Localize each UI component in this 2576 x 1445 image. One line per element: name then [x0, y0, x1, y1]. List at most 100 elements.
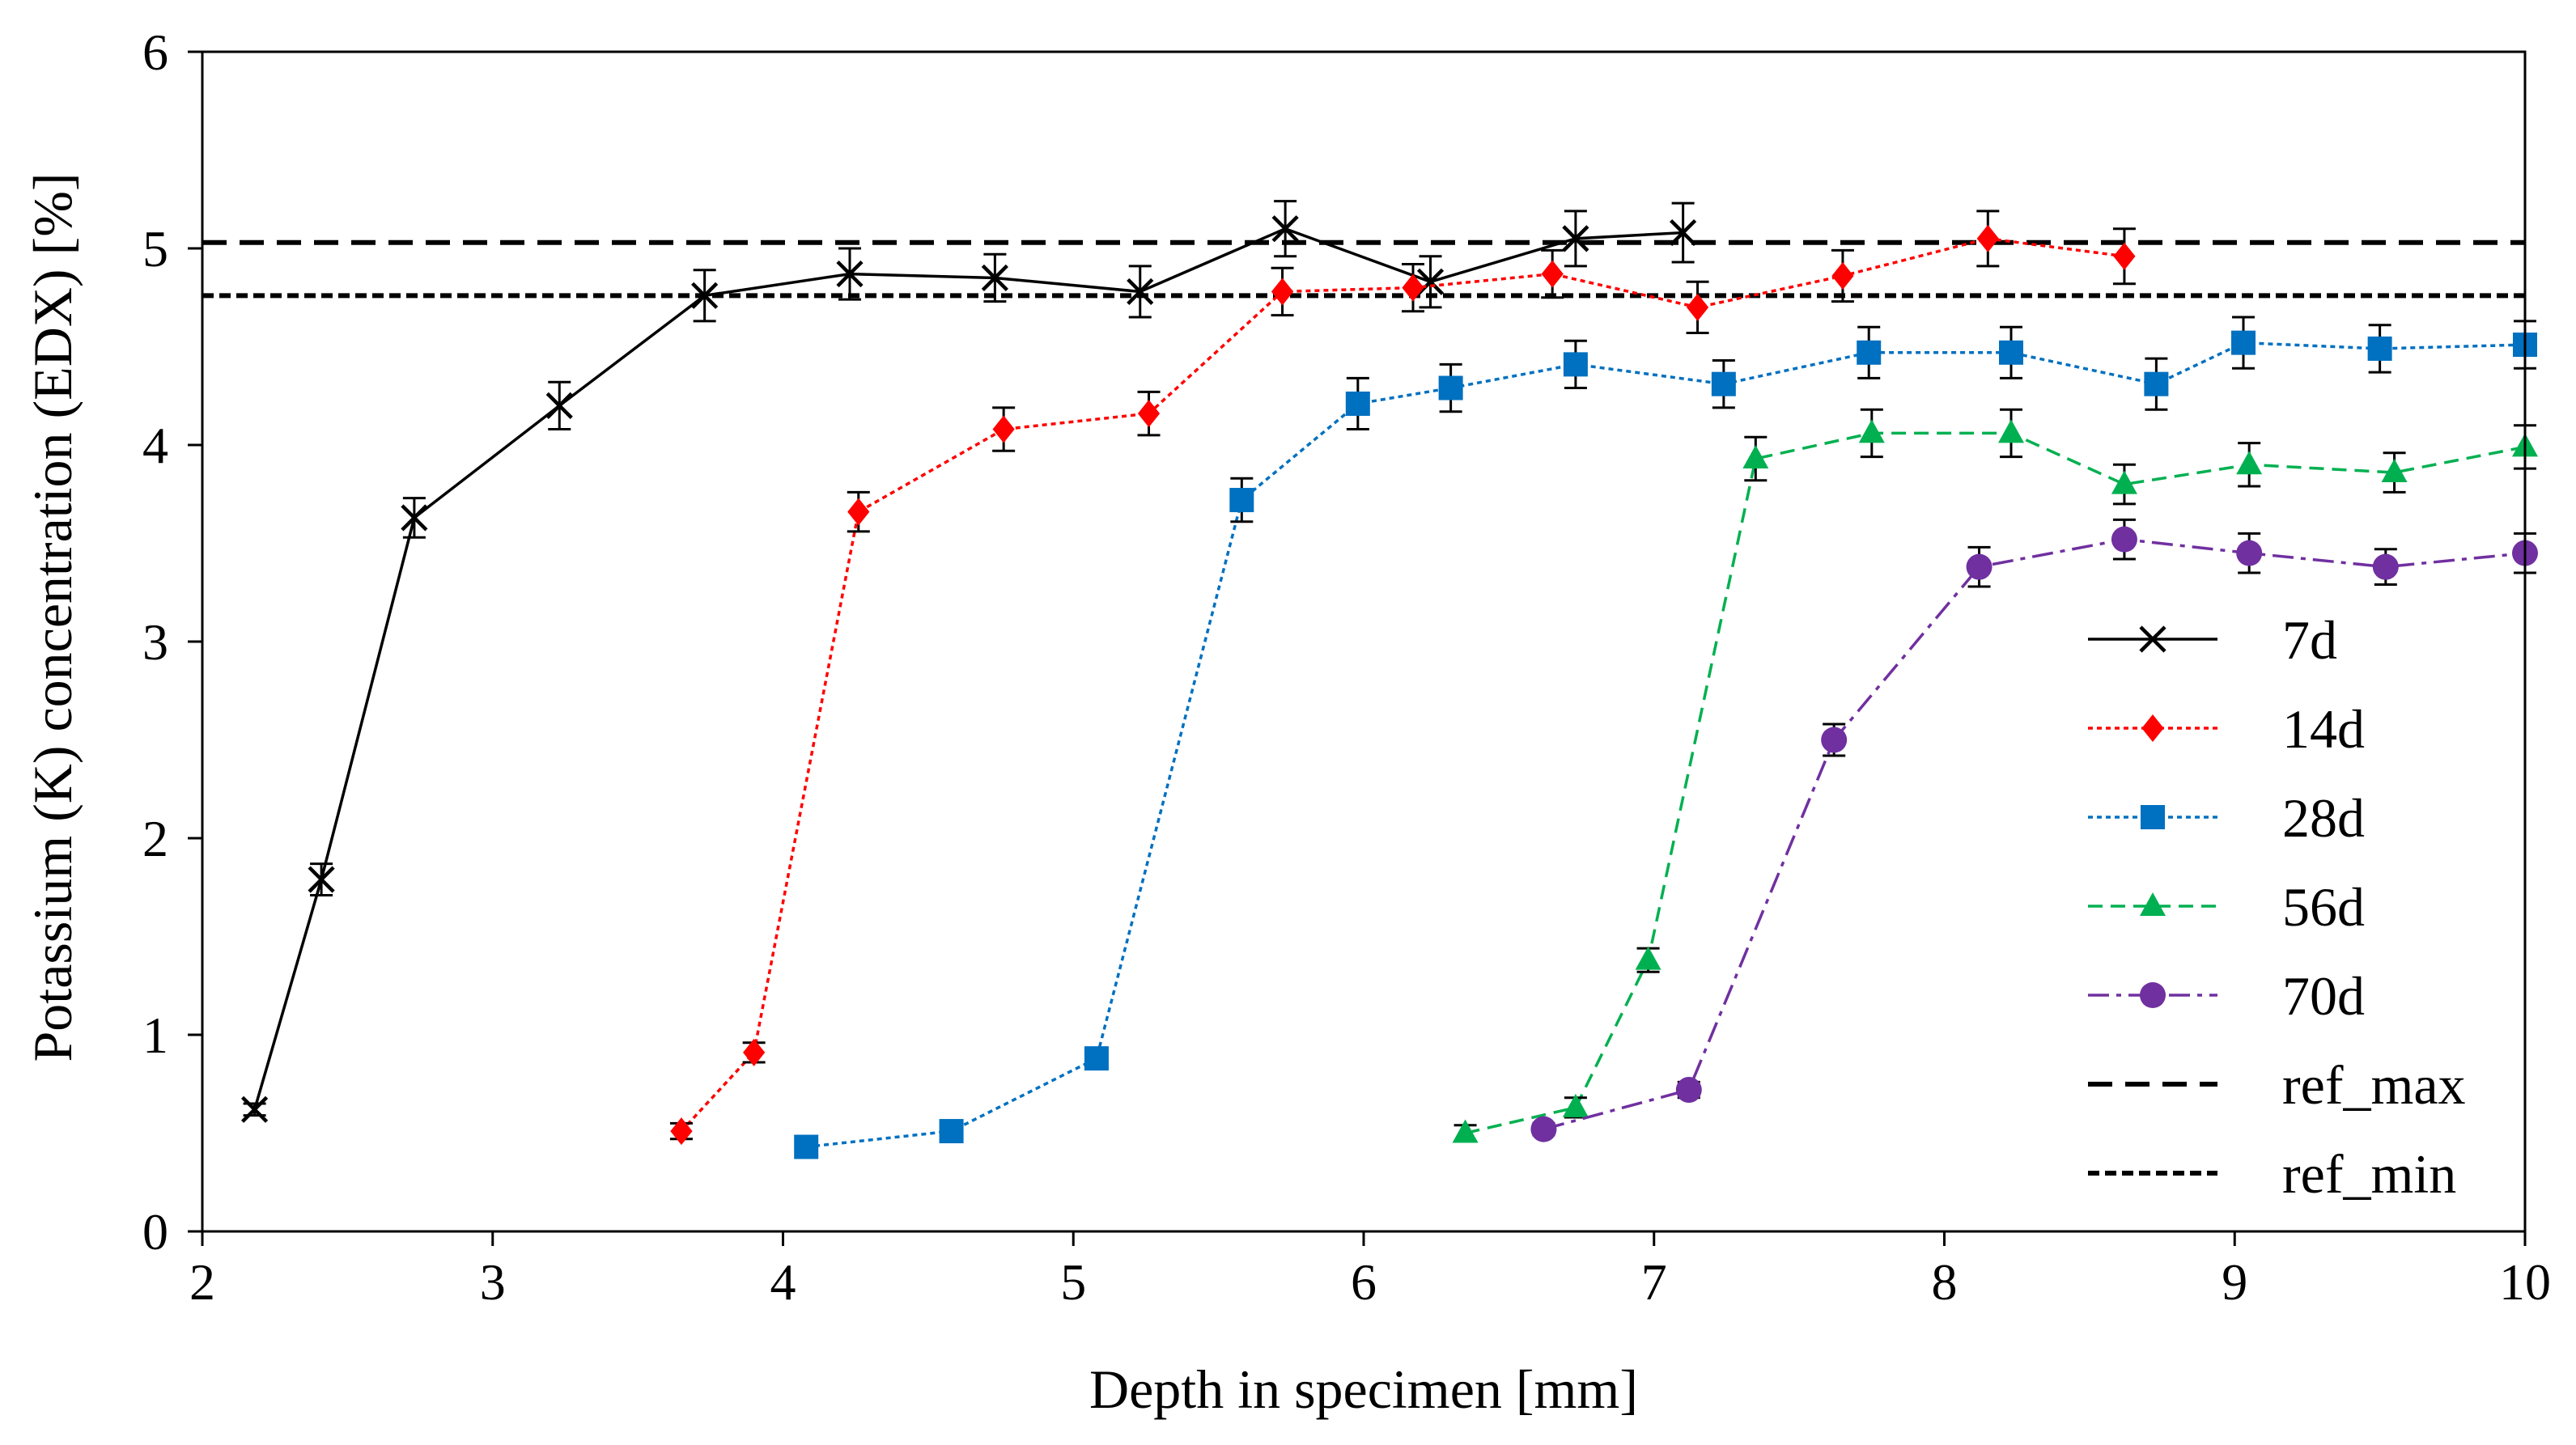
legend-item-28d: 28d	[2088, 787, 2365, 849]
data-point-14d-8	[1686, 293, 1709, 321]
x-tick-label-9: 9	[2222, 1253, 2247, 1311]
series-line-70d	[1543, 537, 2526, 1131]
data-point-7d-11	[1670, 218, 1697, 247]
data-point-7d-3	[545, 392, 573, 419]
x-tick-label-3: 3	[480, 1253, 506, 1311]
series-line-7d	[253, 227, 1683, 1110]
legend-marker-7d-stroke-b	[2139, 625, 2166, 653]
legend-label-ref-max: ref_max	[2282, 1054, 2466, 1116]
legend-item-14d: 14d	[2088, 698, 2365, 760]
data-point-28d-6	[1563, 352, 1588, 377]
y-axis-title: Potassium (K) concentration (EDX) [%]	[22, 172, 83, 1062]
legend-item-56d: 56d	[2088, 876, 2365, 938]
data-point-7d-1	[308, 866, 335, 893]
legend-label-56d: 56d	[2282, 876, 2365, 938]
data-point-7d-6-stroke-b	[981, 264, 1008, 292]
data-point-7d-0-stroke-b	[240, 1095, 269, 1123]
y-tick-label-4: 4	[142, 417, 168, 474]
legend-marker-7d	[2139, 625, 2166, 653]
data-point-7d-4-stroke-b	[691, 282, 719, 309]
data-point-56d-2	[1635, 946, 1661, 970]
data-point-14d-9	[1831, 262, 1854, 290]
data-point-70d-4	[2111, 526, 2137, 553]
data-point-14d-10	[1976, 224, 1999, 252]
legend-marker-28d	[2141, 805, 2165, 829]
data-point-28d-11	[2231, 330, 2256, 355]
y-tick-label-0: 0	[142, 1203, 168, 1261]
data-point-14d-7	[1541, 260, 1564, 288]
data-point-14d-0	[670, 1117, 693, 1146]
legend-item-70d: 70d	[2088, 965, 2365, 1027]
data-point-28d-10	[2144, 371, 2169, 396]
data-point-7d-1-stroke-b	[308, 866, 335, 893]
data-point-70d-2	[1821, 727, 1848, 753]
data-point-7d-10-stroke-b	[1562, 225, 1589, 252]
series-28d	[794, 316, 2537, 1159]
legend-label-14d: 14d	[2282, 698, 2365, 760]
legend-label-7d: 7d	[2282, 609, 2337, 671]
data-point-14d-4	[1137, 400, 1161, 428]
data-point-7d-7-stroke-b	[1127, 278, 1154, 306]
legend-item-ref-min: ref_min	[2088, 1143, 2456, 1205]
data-point-7d-0	[240, 1095, 269, 1123]
series-line-28d	[806, 341, 2526, 1149]
data-point-28d-0	[794, 1134, 819, 1159]
legend-marker-56d	[2140, 892, 2166, 916]
data-point-7d-2-stroke-b	[401, 504, 428, 532]
x-tick-label-2: 2	[189, 1253, 215, 1311]
data-point-56d-3	[1742, 445, 1769, 469]
data-point-28d-3	[1229, 488, 1254, 513]
data-point-7d-6	[981, 264, 1008, 292]
series-layer	[240, 200, 2538, 1159]
legend-label-70d: 70d	[2282, 965, 2365, 1027]
data-point-56d-6	[2111, 470, 2137, 494]
data-point-7d-5	[836, 260, 864, 288]
series-line-56d	[1465, 431, 2526, 1135]
data-point-7d-10	[1562, 225, 1589, 252]
x-tick-label-4: 4	[770, 1253, 796, 1311]
data-point-56d-1	[1562, 1093, 1589, 1117]
data-point-7d-4	[691, 282, 719, 309]
data-point-70d-5	[2236, 540, 2263, 566]
y-tick-label-2: 2	[142, 810, 168, 867]
axes: 2 3 4 5 6 7 8 9 10 0 1 2 3 4 5 6	[142, 23, 2551, 1311]
series-56d	[1452, 408, 2538, 1143]
x-tick-label-8: 8	[1932, 1253, 1958, 1311]
series-7d	[240, 200, 1697, 1123]
x-tick-label-10: 10	[2499, 1253, 2551, 1311]
data-point-28d-12	[2367, 336, 2392, 361]
data-point-28d-8	[1857, 340, 1882, 365]
legend-label-28d: 28d	[2282, 787, 2365, 849]
data-point-28d-9	[1999, 340, 2024, 365]
reference-lines	[202, 239, 2525, 299]
data-point-70d-6	[2372, 553, 2399, 580]
data-point-70d-3	[1966, 553, 1992, 580]
x-tick-label-6: 6	[1351, 1253, 1377, 1311]
data-point-14d-2	[847, 498, 870, 526]
data-point-28d-7	[1711, 371, 1736, 396]
series-70d	[1530, 518, 2538, 1142]
legend-label-ref-min: ref_min	[2282, 1143, 2456, 1205]
data-point-56d-7	[2236, 451, 2263, 475]
data-point-7d-2	[401, 504, 428, 532]
y-tick-label-3: 3	[142, 613, 168, 671]
data-point-28d-4	[1345, 391, 1370, 416]
data-point-7d-11-stroke-b	[1670, 218, 1697, 247]
data-point-28d-2	[1084, 1046, 1109, 1071]
y-tick-label-1: 1	[142, 1006, 168, 1064]
data-point-56d-8	[2381, 459, 2408, 483]
legend-marker-70d	[2140, 982, 2166, 1008]
data-point-7d-8	[1271, 215, 1299, 243]
data-point-14d-5	[1271, 278, 1294, 306]
series-14d	[669, 210, 2136, 1146]
legend-item-ref-max: ref_max	[2088, 1054, 2466, 1116]
data-point-7d-3-stroke-b	[545, 392, 573, 419]
legend: 7d 14d 28d 56d 70d ref_max ref_min	[2088, 609, 2466, 1205]
data-point-28d-1	[939, 1119, 964, 1144]
data-point-56d-4	[1858, 419, 1885, 443]
series-line-14d	[680, 237, 2125, 1133]
y-tick-label-6: 6	[142, 23, 168, 81]
data-point-28d-5	[1438, 375, 1463, 400]
